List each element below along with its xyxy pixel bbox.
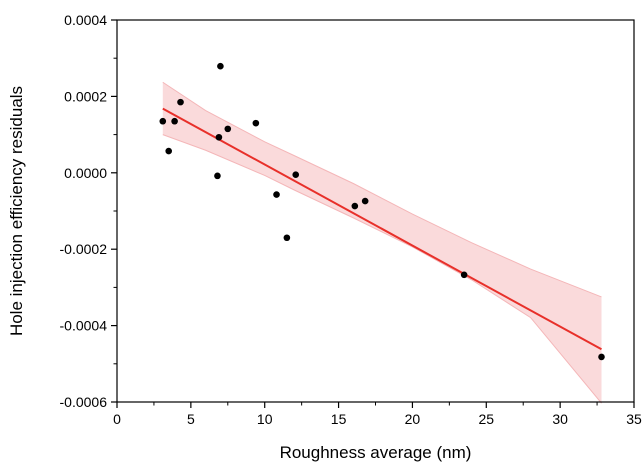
fit-line-layer	[162, 107, 602, 351]
confidence-band	[162, 82, 602, 404]
data-point	[273, 191, 280, 198]
x-tick-label: 15	[331, 411, 347, 427]
confidence-band-lower-edge	[162, 134, 602, 404]
data-point	[177, 98, 184, 106]
y-tick-label: 0.0002	[64, 88, 107, 104]
y-tick-label: -0.0004	[60, 318, 108, 334]
y-tick-label: 0.0004	[64, 12, 107, 28]
data-point	[252, 119, 260, 127]
confidence-band-layer	[162, 81, 602, 404]
data-point	[351, 202, 359, 210]
data-point	[215, 133, 223, 141]
data-point	[283, 234, 291, 242]
data-point	[165, 147, 172, 155]
x-tick-label: 35	[626, 411, 642, 427]
x-tick-label: 0	[113, 411, 121, 427]
data-points-layer	[159, 62, 605, 361]
x-tick-label: 5	[187, 411, 195, 427]
data-point	[159, 117, 167, 125]
x-tick-label: 10	[257, 411, 273, 427]
data-point	[171, 117, 178, 125]
data-point	[292, 171, 300, 179]
data-point	[460, 271, 468, 279]
data-point	[224, 125, 232, 133]
x-tick-label: 30	[552, 411, 568, 427]
y-tick-label: 0.0000	[64, 165, 107, 181]
data-point	[217, 62, 224, 70]
axes-layer	[111, 19, 635, 408]
confidence-band-upper-edge	[162, 81, 602, 298]
y-axis-label: Hole injection efficiency residuals	[7, 86, 26, 336]
data-point	[598, 353, 605, 361]
y-tick-label: -0.0006	[60, 394, 108, 410]
x-tick-label: 20	[405, 411, 421, 427]
data-point	[361, 197, 369, 205]
x-axis-label: Roughness average (nm)	[280, 443, 472, 462]
y-tick-label: -0.0002	[60, 241, 108, 257]
data-point	[214, 172, 221, 180]
labels-layer: 0 5 10 15 20 25 30 35 -0.0006 -0.0004 -0.0002 0.000…	[7, 12, 642, 462]
x-tick-label: 25	[478, 411, 494, 427]
fit-line	[162, 107, 602, 351]
